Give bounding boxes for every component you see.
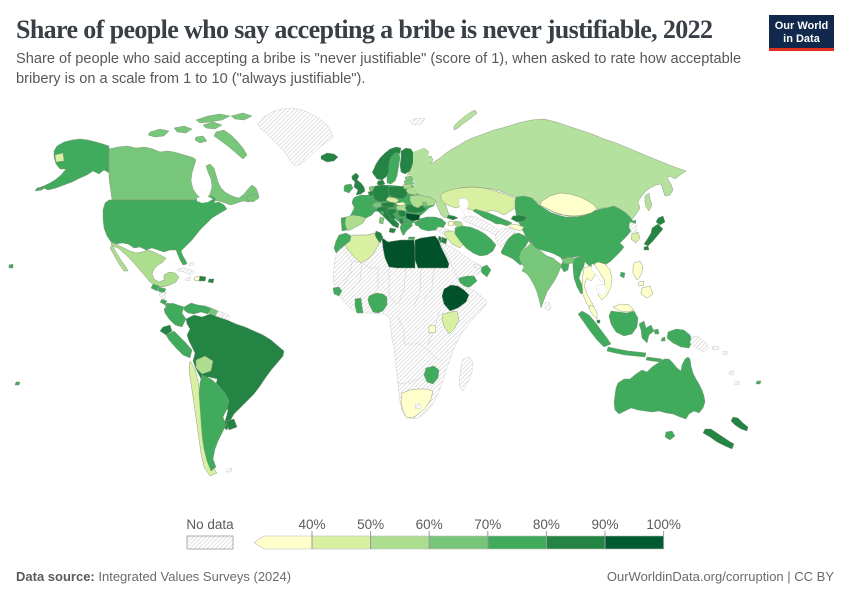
svg-text:100%: 100%	[646, 517, 681, 532]
svg-text:50%: 50%	[357, 517, 384, 532]
svg-text:No data: No data	[186, 517, 234, 532]
svg-text:70%: 70%	[474, 517, 501, 532]
svg-text:40%: 40%	[298, 517, 325, 532]
svg-text:90%: 90%	[591, 517, 618, 532]
svg-text:60%: 60%	[416, 517, 443, 532]
svg-text:80%: 80%	[533, 517, 560, 532]
